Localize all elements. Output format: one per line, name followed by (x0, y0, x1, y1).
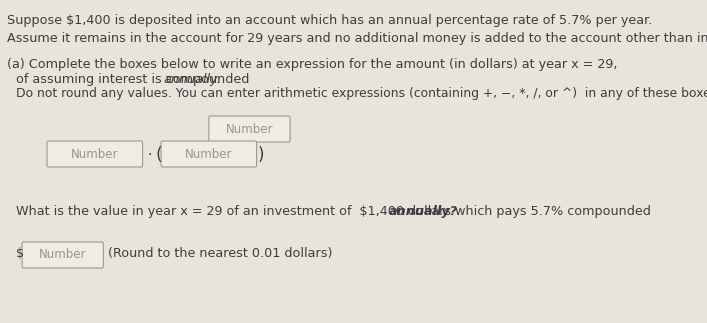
Text: Number: Number (71, 148, 119, 161)
Text: ): ) (257, 146, 264, 164)
Text: What is the value in year x = 29 of an investment of  $1,400 dollars which pays : What is the value in year x = 29 of an i… (16, 205, 655, 218)
Text: annually?: annually? (388, 205, 457, 218)
Text: (a) Complete the boxes below to write an expression for the amount (in dollars) : (a) Complete the boxes below to write an… (7, 58, 618, 71)
Text: Suppose $1,400 is deposited into an account which has an annual percentage rate : Suppose $1,400 is deposited into an acco… (7, 14, 653, 27)
Text: Assume it remains in the account for 29 years and no additional money is added t: Assume it remains in the account for 29 … (7, 32, 707, 45)
Text: Number: Number (185, 148, 233, 161)
Text: Do not round any values. You can enter arithmetic expressions (containing +, −, : Do not round any values. You can enter a… (16, 87, 707, 100)
Text: annually.: annually. (163, 73, 221, 86)
FancyBboxPatch shape (161, 141, 257, 167)
Text: ·: · (148, 148, 152, 162)
FancyBboxPatch shape (22, 242, 103, 268)
Text: of assuming interest is compounded: of assuming interest is compounded (16, 73, 254, 86)
Text: (: ( (156, 146, 162, 164)
Text: $: $ (16, 247, 25, 260)
FancyBboxPatch shape (47, 141, 143, 167)
Text: (Round to the nearest 0.01 dollars): (Round to the nearest 0.01 dollars) (108, 247, 333, 260)
Text: Number: Number (226, 122, 273, 136)
Text: Number: Number (39, 248, 86, 262)
FancyBboxPatch shape (209, 116, 290, 142)
